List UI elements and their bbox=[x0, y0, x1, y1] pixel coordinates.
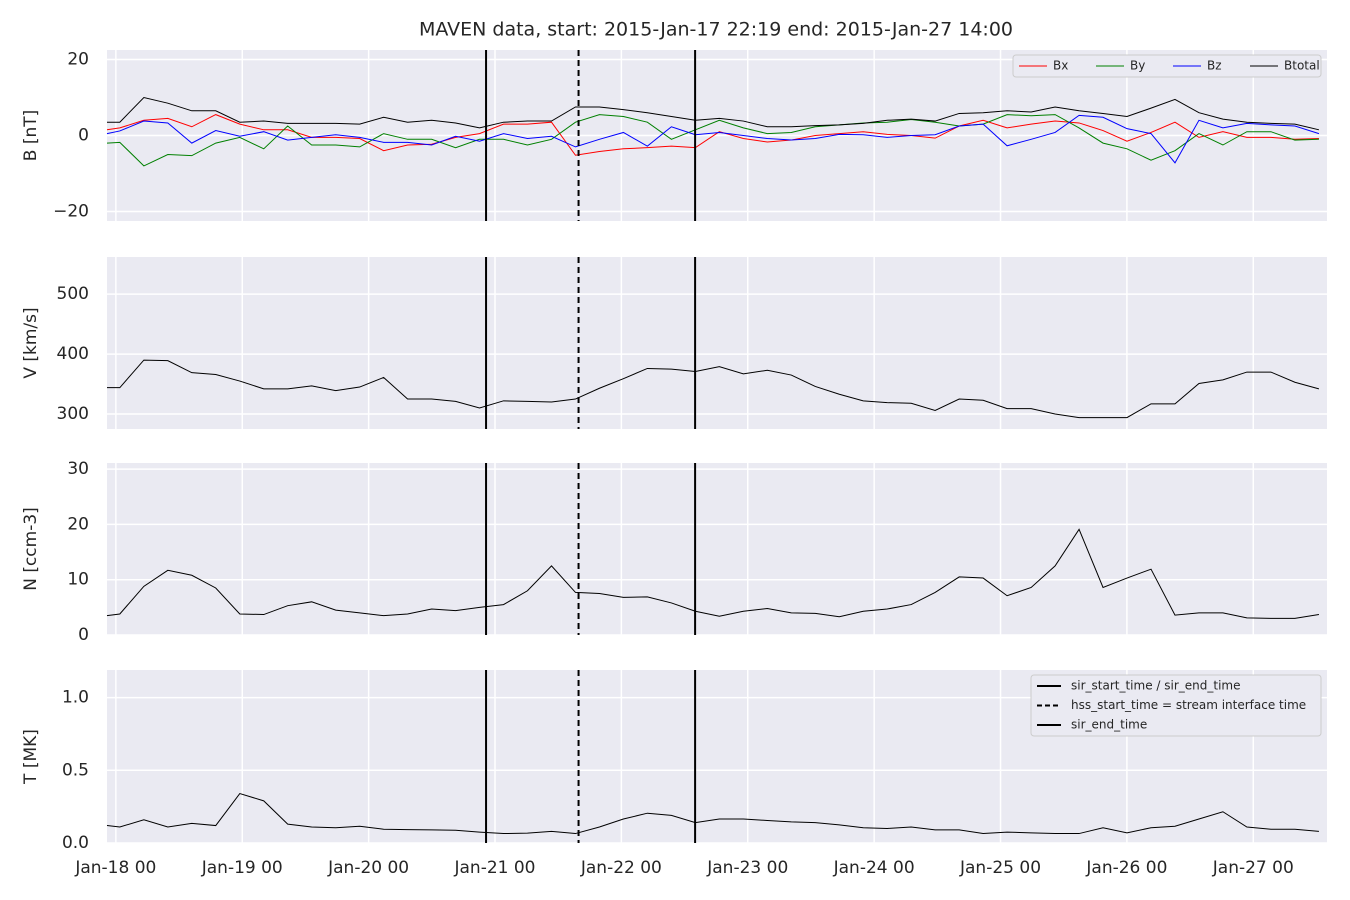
data-line bbox=[106, 114, 1319, 156]
y-axis-label: N [ccm-3] bbox=[21, 507, 41, 591]
legend-label: sir_end_time bbox=[1071, 718, 1147, 732]
y-tick-label: 20 bbox=[67, 50, 89, 70]
x-tick-label: Jan-20 00 bbox=[327, 858, 409, 878]
x-tick-label: Jan-22 00 bbox=[580, 858, 662, 878]
y-tick-label: 30 bbox=[67, 459, 89, 479]
y-tick-label: 0.0 bbox=[62, 833, 89, 853]
y-tick-label: 20 bbox=[67, 514, 89, 534]
y-tick-label: 400 bbox=[57, 344, 89, 364]
y-tick-label: 300 bbox=[57, 404, 89, 424]
data-line bbox=[107, 96, 1320, 131]
legend-label: hss_start_time = stream interface time bbox=[1071, 698, 1306, 712]
data-line bbox=[106, 528, 1320, 619]
x-tick-label: Jan-27 00 bbox=[1212, 858, 1294, 878]
data-line bbox=[106, 114, 1319, 167]
y-tick-label: 0 bbox=[78, 126, 89, 146]
data-line bbox=[107, 359, 1320, 419]
y-axis-label: T [MK] bbox=[21, 729, 41, 785]
data-line bbox=[106, 114, 1320, 164]
y-tick-label: −20 bbox=[53, 202, 89, 222]
plot-background bbox=[107, 257, 1327, 429]
y-tick-label: 0.5 bbox=[62, 760, 89, 780]
legend-label: Bz bbox=[1207, 59, 1222, 73]
y-tick-label: 0 bbox=[78, 625, 89, 645]
x-tick-label: Jan-25 00 bbox=[959, 858, 1041, 878]
legend-label: Bx bbox=[1053, 59, 1068, 73]
x-tick-label: Jan-24 00 bbox=[833, 858, 915, 878]
legend-box bbox=[1012, 54, 1322, 78]
x-tick-label: Jan-26 00 bbox=[1085, 858, 1167, 878]
legend-label: Btotal bbox=[1284, 59, 1320, 73]
y-axis-label: V [km/s] bbox=[21, 307, 41, 378]
y-axis-label: B [nT] bbox=[21, 110, 41, 162]
legend-box bbox=[1030, 674, 1322, 737]
x-tick-label: Jan-18 00 bbox=[74, 858, 156, 878]
x-tick-label: Jan-21 00 bbox=[453, 858, 535, 878]
x-tick-label: Jan-19 00 bbox=[201, 858, 283, 878]
legend-label: By bbox=[1130, 59, 1145, 73]
plot-background bbox=[107, 463, 1327, 635]
data-line bbox=[106, 792, 1319, 835]
y-tick-label: 10 bbox=[67, 570, 89, 590]
legend-label: sir_start_time / sir_end_time bbox=[1071, 679, 1241, 693]
x-tick-label: Jan-23 00 bbox=[706, 858, 788, 878]
chart-title: MAVEN data, start: 2015-Jan-17 22:19 end… bbox=[419, 19, 1013, 41]
y-tick-label: 1.0 bbox=[62, 688, 89, 708]
y-tick-label: 500 bbox=[57, 284, 89, 304]
